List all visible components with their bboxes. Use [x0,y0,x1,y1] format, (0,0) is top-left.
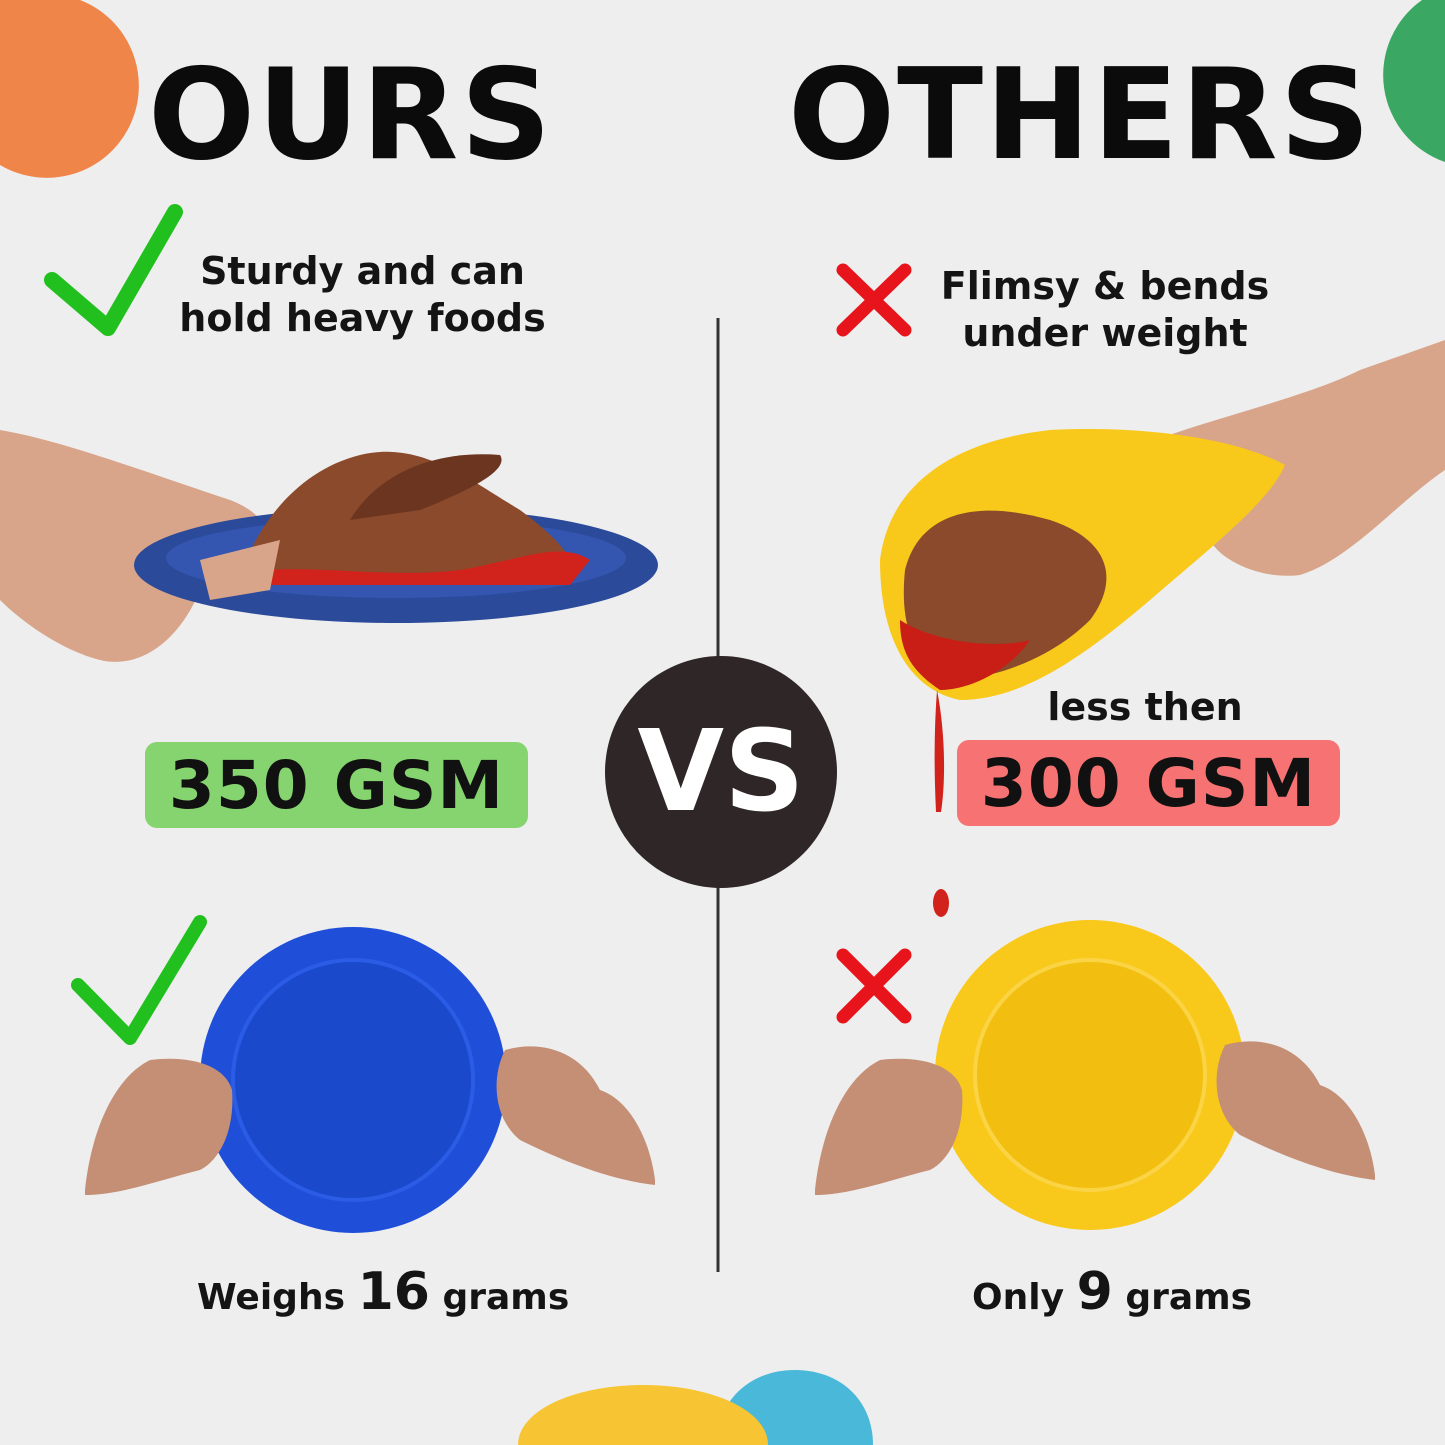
others-weight-suffix: grams [1125,1277,1253,1318]
others-claim-line2: under weight [962,311,1248,355]
vs-circle [605,656,837,888]
less-then-caption: less then [1047,685,1243,729]
others-gsm-badge: 300 GSM [957,740,1340,826]
ours-claim: Sturdy and can hold heavy foods [170,248,555,342]
others-weight-value: 9 [1076,1262,1113,1322]
ours-weight-value: 16 [357,1262,430,1322]
ours-weight: Weighs 16 grams [197,1262,569,1322]
flimsy-plate-photo [880,340,1445,917]
yellow-decor-circle [518,1385,768,1445]
sturdy-plate-photo [0,430,658,662]
orange-decor-circle [0,0,139,178]
others-claim-line1: Flimsy & bends [940,264,1270,308]
ours-weight-suffix: grams [442,1277,570,1318]
ours-claim-line1: Sturdy and can [200,249,525,293]
blue-plate-photo [85,927,655,1233]
ours-title: OURS [148,41,554,188]
ours-gsm-badge: 350 GSM [145,742,528,828]
green-decor-circle [1383,0,1445,162]
vs-label: VS [637,707,805,837]
ours-weight-prefix: Weighs [197,1277,346,1318]
yellow-plate-photo [815,920,1375,1230]
cross-icon [836,263,912,337]
cross-icon [836,948,912,1024]
others-weight: Only 9 grams [972,1262,1252,1322]
others-weight-prefix: Only [972,1277,1065,1318]
check-icon [71,915,207,1045]
check-icon [44,204,183,336]
others-title: OTHERS [788,41,1373,188]
ours-claim-line2: hold heavy foods [179,296,546,340]
others-claim: Flimsy & bends under weight [925,263,1285,357]
